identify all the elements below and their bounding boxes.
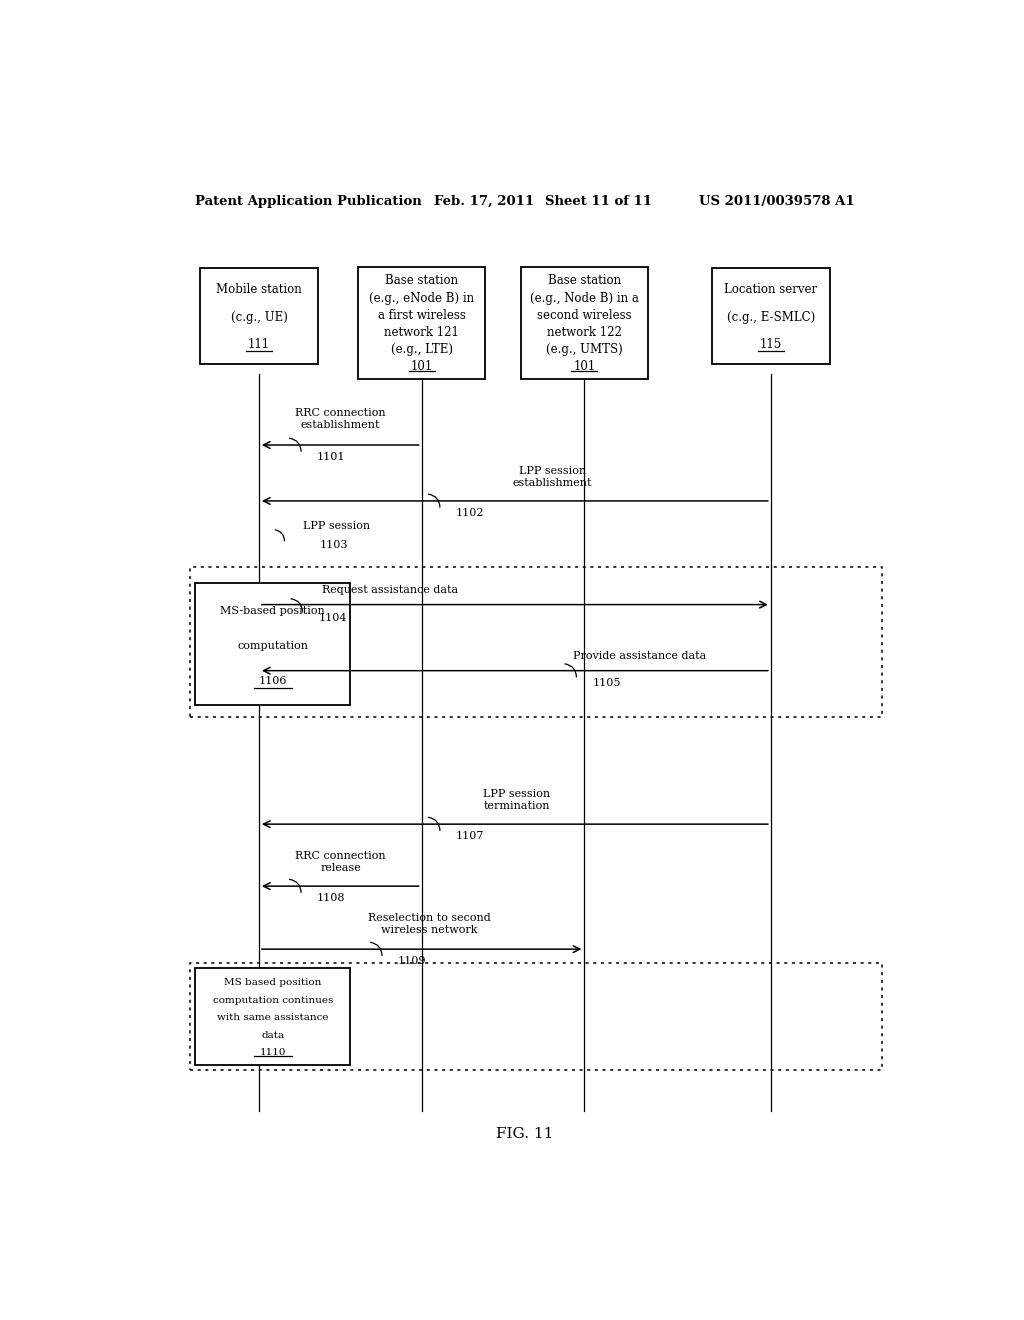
Text: LPP session
termination: LPP session termination [483,789,551,810]
Text: 1109: 1109 [397,957,426,966]
Text: MS-based position: MS-based position [220,606,326,616]
Text: (e.g., UMTS): (e.g., UMTS) [546,343,623,356]
Text: (e.g., Node B) in a: (e.g., Node B) in a [529,292,639,305]
Text: 1101: 1101 [316,453,345,462]
Text: (e.g., eNode B) in: (e.g., eNode B) in [369,292,474,305]
Text: 1107: 1107 [456,832,484,841]
Text: with same assistance: with same assistance [217,1014,329,1022]
Text: 1103: 1103 [321,540,348,549]
Text: 111: 111 [248,338,270,351]
Bar [189,964,882,1071]
Text: (c.g., E-SMLC): (c.g., E-SMLC) [727,310,815,323]
Text: 101: 101 [411,360,433,374]
Text: Location server: Location server [724,284,817,296]
Text: RRC connection
release: RRC connection release [295,851,386,873]
Text: Patent Application Publication: Patent Application Publication [196,194,422,207]
Bar [712,268,829,364]
Text: a first wireless: a first wireless [378,309,466,322]
Text: 1102: 1102 [456,508,484,519]
Bar [358,267,485,379]
Text: Base station: Base station [548,275,621,288]
Text: Base station: Base station [385,275,458,288]
Text: Mobile station: Mobile station [216,284,302,296]
Text: data: data [261,1031,285,1040]
Bar [521,267,648,379]
Text: Feb. 17, 2011: Feb. 17, 2011 [433,194,534,207]
Text: Request assistance data: Request assistance data [322,586,458,595]
Text: computation: computation [238,642,308,651]
Text: LPP session
establishment: LPP session establishment [513,466,592,487]
Bar [196,583,350,705]
Text: network 121: network 121 [384,326,459,339]
Text: Sheet 11 of 11: Sheet 11 of 11 [545,194,651,207]
Text: second wireless: second wireless [537,309,632,322]
Text: 1104: 1104 [318,612,347,623]
Text: LPP session: LPP session [303,521,370,532]
Text: US 2011/0039578 A1: US 2011/0039578 A1 [699,194,855,207]
Text: 1106: 1106 [259,676,287,686]
Text: 115: 115 [760,338,782,351]
Text: computation continues: computation continues [213,995,333,1005]
Text: RRC connection
establishment: RRC connection establishment [295,408,386,430]
Text: Reselection to second
wireless network: Reselection to second wireless network [369,913,490,935]
Bar [189,568,882,718]
Text: FIG. 11: FIG. 11 [496,1127,554,1142]
Text: 1110: 1110 [259,1048,286,1057]
Bar [201,268,317,364]
Text: network 122: network 122 [547,326,622,339]
Bar [196,969,350,1065]
Text: 101: 101 [573,360,595,374]
Text: MS based position: MS based position [224,978,322,987]
Text: (e.g., LTE): (e.g., LTE) [390,343,453,356]
Text: (c.g., UE): (c.g., UE) [230,310,288,323]
Text: 1108: 1108 [316,894,345,903]
Text: Provide assistance data: Provide assistance data [573,651,707,660]
Text: 1105: 1105 [592,678,621,688]
